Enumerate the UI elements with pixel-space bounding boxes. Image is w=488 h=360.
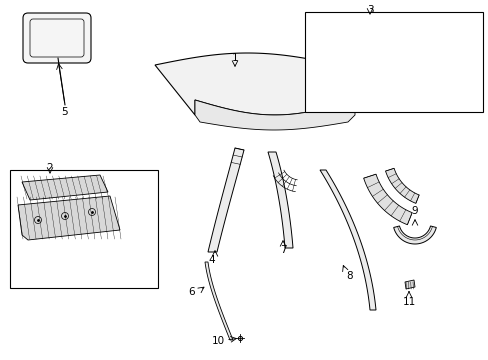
Polygon shape [319,170,375,310]
Polygon shape [18,196,120,240]
Bar [10,170,158,288]
Polygon shape [404,280,414,289]
FancyBboxPatch shape [30,19,84,57]
Polygon shape [195,100,354,130]
Text: 7: 7 [279,245,286,255]
FancyBboxPatch shape [23,13,91,63]
Text: 11: 11 [402,297,415,307]
Bar [305,12,482,112]
Text: 1: 1 [231,53,238,63]
Text: 9: 9 [411,206,417,216]
Polygon shape [207,148,244,252]
Text: 5: 5 [61,107,68,117]
Text: 3: 3 [366,5,372,15]
Text: 8: 8 [346,271,353,281]
Polygon shape [363,174,411,225]
Polygon shape [267,152,292,248]
Text: 2: 2 [46,163,53,173]
Text: 6: 6 [188,287,195,297]
Polygon shape [204,262,232,340]
Polygon shape [385,168,418,203]
Polygon shape [22,175,108,200]
Polygon shape [393,226,435,244]
Text: 4: 4 [208,255,215,265]
Text: 10: 10 [211,336,224,346]
Polygon shape [155,53,354,115]
